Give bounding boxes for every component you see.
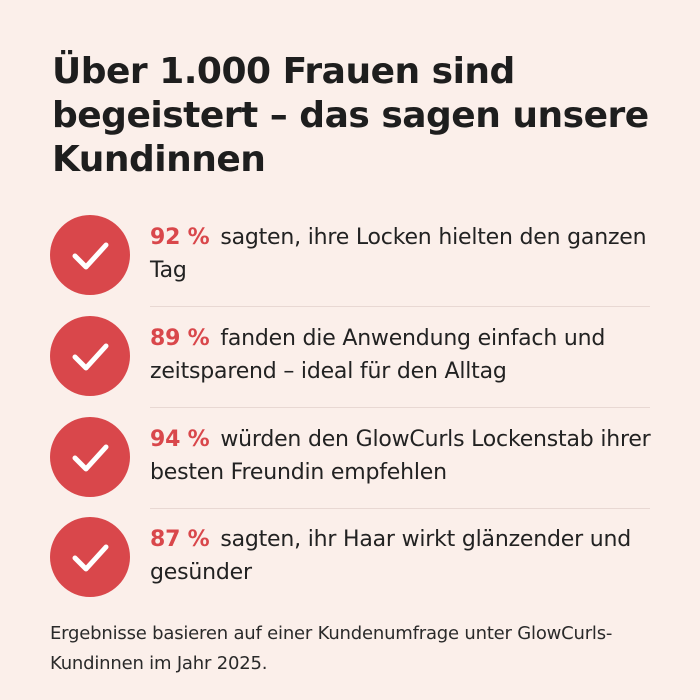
stat-description: sagten, ihre Locken hielten den ganzen T… (150, 225, 647, 283)
stat-description: würden den GlowCurls Lockenstab ihrer be… (150, 427, 651, 485)
stat-text: 89 % fanden die Anwendung einfach und ze… (150, 322, 675, 388)
page-title: Über 1.000 Frauen sind begeistert – das … (52, 51, 649, 180)
divider (150, 508, 650, 509)
divider (150, 407, 650, 408)
stat-item-0: 92 % sagten, ihre Locken hielten den gan… (50, 213, 670, 297)
stat-percent: 92 % (150, 225, 210, 250)
stat-percent: 89 % (150, 326, 210, 351)
stat-text: 92 % sagten, ihre Locken hielten den gan… (150, 221, 675, 287)
stat-description: fanden die Anwendung einfach und zeitspa… (150, 326, 606, 384)
check-icon (50, 215, 130, 295)
stat-item-2: 94 % würden den GlowCurls Lockenstab ihr… (50, 415, 670, 499)
check-icon (50, 517, 130, 597)
check-icon (50, 316, 130, 396)
check-icon (50, 417, 130, 497)
stat-item-3: 87 % sagten, ihr Haar wirkt glänzender u… (50, 515, 670, 599)
stat-text: 87 % sagten, ihr Haar wirkt glänzender u… (150, 523, 675, 589)
stat-description: sagten, ihr Haar wirkt glänzender und ge… (150, 527, 631, 585)
stat-item-1: 89 % fanden die Anwendung einfach und ze… (50, 314, 670, 398)
divider (150, 306, 650, 307)
footnote: Ergebnisse basieren auf einer Kundenumfr… (50, 623, 613, 674)
stat-percent: 94 % (150, 427, 210, 452)
stat-percent: 87 % (150, 527, 210, 552)
stat-text: 94 % würden den GlowCurls Lockenstab ihr… (150, 423, 675, 489)
